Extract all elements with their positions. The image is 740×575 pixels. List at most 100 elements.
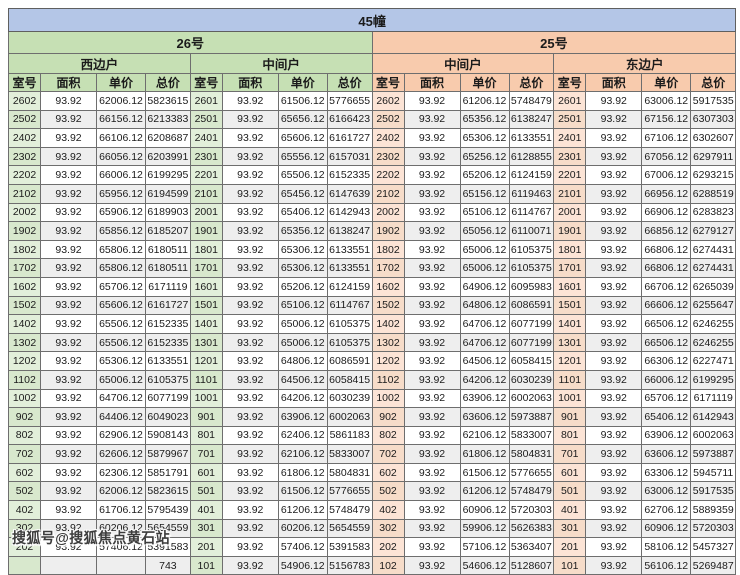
value-cell: 66856.12 [641,221,692,241]
table-row: 2602 93.92 62006.12 5823615 2601 93.92 61506.1… [8,91,737,111]
table-row: 1202 93.92 65306.12 6133551 1201 93.92 64806.1… [8,351,737,371]
value-cell: 57406.12 [277,537,328,557]
value-cell: 93.92 [585,481,643,502]
sohu-watermark: 搜狐号@搜狐焦点黄石站 [12,531,171,547]
value-cell: 65306.12 [277,258,328,278]
value-cell: 6002063 [690,425,737,446]
value-cell: 93.92 [403,481,461,502]
value-cell: 6138247 [326,221,373,241]
value-cell: 93.92 [221,109,279,130]
room-number-cell: 1102 [371,369,405,390]
value-cell: 93.92 [221,183,279,204]
value-cell: 65956.12 [96,183,146,204]
room-number-cell: 2402 [371,128,405,148]
value-cell: 60206.12 [96,518,146,539]
value-cell: 6077199 [145,388,191,409]
room-number-cell: 1301 [189,332,223,353]
room-number-cell: 802 [371,425,405,446]
value-cell: 66956.12 [641,183,692,204]
value-cell: 62406.12 [277,425,328,446]
value-cell: 93.92 [585,109,643,130]
value-cell: 65606.12 [96,295,146,316]
value-cell: 93.92 [403,425,461,446]
room-number-cell: 1002 [8,388,41,409]
value-cell: 66006.12 [96,165,146,185]
value-cell: 60206.12 [277,518,328,539]
room-number-cell: 2602 [371,91,405,111]
value-cell: 6297911 [690,146,737,167]
table-row: 1702 93.92 65806.12 6180511 1701 93.92 65306.1… [8,258,737,278]
room-number-cell: 902 [371,407,405,427]
value-cell: 93.92 [403,183,461,204]
room-number-cell: 1101 [553,369,587,390]
value-cell: 93.92 [40,239,97,260]
value-cell: 93.92 [221,258,279,278]
value-cell: 64806.12 [459,295,510,316]
table-row: 1302 93.92 65506.12 6152335 1301 93.92 65006.1… [8,332,737,353]
room-number-cell: 2102 [371,183,405,204]
table-row: 1102 93.92 65006.12 6105375 1101 93.92 64506.1… [8,369,737,390]
table-row: 2002 93.92 65906.12 6189903 2001 93.92 65406.1… [8,202,737,223]
value-cell: 93.92 [585,165,643,185]
column-header: 面积 [403,73,461,92]
value-cell: 6086591 [508,295,555,316]
value-cell: 5363407 [508,537,555,557]
value-cell: 58106.12 [641,537,692,557]
table-row: 802 93.92 62906.12 5908143 801 93.92 62406.12 5… [8,425,737,446]
value-cell: 93.92 [585,183,643,204]
value-cell [96,555,146,575]
value-cell: 6105375 [145,369,191,390]
value-cell: 5833007 [326,444,373,464]
room-number-cell: 2101 [189,183,223,204]
room-number-cell: 2101 [553,183,587,204]
value-cell: 93.92 [221,407,279,427]
room-number-cell: 1102 [8,369,41,390]
value-cell: 93.92 [585,276,643,297]
room-number-cell: 1901 [553,221,587,241]
value-cell: 65106.12 [277,295,328,316]
value-cell: 5917535 [690,91,737,111]
value-cell: 93.92 [221,555,279,575]
value-cell: 6002063 [508,388,555,409]
value-cell: 65656.12 [277,109,328,130]
room-number-cell: 301 [189,518,223,539]
value-cell: 5391583 [326,537,373,557]
value-cell: 93.92 [403,146,461,167]
room-number-cell: 1101 [189,369,223,390]
value-cell: 63906.12 [459,388,510,409]
value-cell: 5833007 [508,425,555,446]
value-cell: 93.92 [221,202,279,223]
building-block-title: 45幢 [7,8,737,32]
value-cell: 6213383 [145,109,191,130]
value-cell: 5973887 [690,444,737,464]
value-cell: 60906.12 [641,518,692,539]
value-cell: 93.92 [40,91,97,111]
room-number-cell: 1602 [8,276,41,297]
unit-type-middle-25: 中间户 [371,53,555,74]
value-cell: 93.92 [403,332,461,353]
value-cell: 63606.12 [641,444,692,464]
value-cell: 93.92 [221,239,279,260]
value-cell: 93.92 [403,388,461,409]
column-header: 面积 [221,73,279,92]
value-cell: 64506.12 [277,369,328,390]
table-row: 1002 93.92 64706.12 6077199 1001 93.92 64206.1… [8,388,737,409]
unit-type-west-26: 西边户 [8,53,191,74]
room-number-cell: 1901 [189,221,223,241]
value-cell: 6265039 [690,276,737,297]
column-header-row: 室号 面积 单价 总价 室号 面积 单价 总价 室号 面积 单价 总价 室号 面积 单价 总价 [8,73,737,92]
room-number-cell: 1202 [8,351,41,371]
value-cell: 65056.12 [459,221,510,241]
value-cell: 67056.12 [641,146,692,167]
value-cell: 93.92 [585,91,643,111]
value-cell: 64206.12 [459,369,510,390]
value-cell: 5908143 [145,425,191,446]
room-number-cell: 302 [8,518,41,539]
value-cell: 6152335 [326,165,373,185]
room-number-cell: 1302 [371,332,405,353]
table-row: 2202 93.92 66006.12 6199295 2201 93.92 65506.1… [8,165,737,185]
value-cell: 6105375 [326,332,373,353]
value-cell: 65406.12 [641,407,692,427]
value-cell: 5851791 [145,462,191,483]
value-cell: 61806.12 [459,444,510,464]
